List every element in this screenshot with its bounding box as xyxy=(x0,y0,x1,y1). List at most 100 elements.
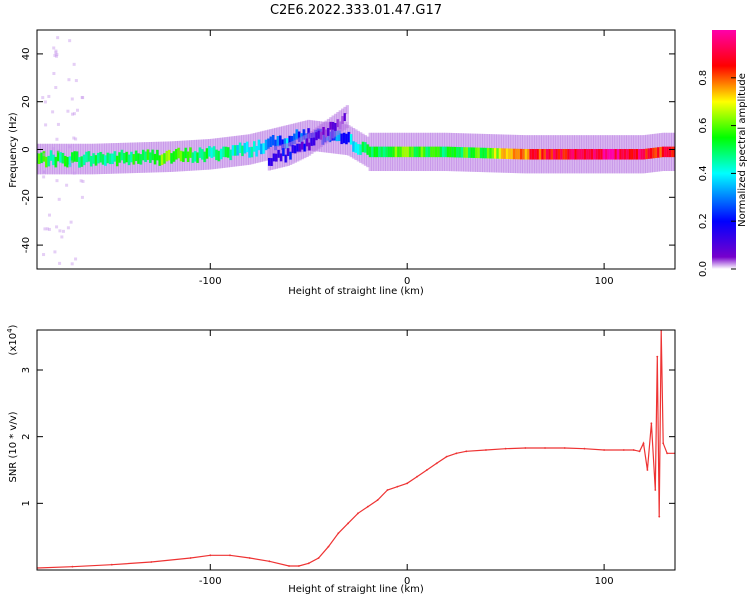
spectrogram-branch-core xyxy=(289,151,293,160)
snr-point xyxy=(307,562,310,565)
spectrogram-noise xyxy=(68,39,72,43)
spectrogram-ridge-core xyxy=(489,147,493,159)
colorbar-bar xyxy=(712,30,736,269)
spectrogram-ridge-core xyxy=(139,154,143,165)
spectrogram-ridge-core xyxy=(593,149,597,160)
spectrogram-noise xyxy=(69,220,73,224)
spectrogram-x-ticks: -100 0 100 xyxy=(199,30,614,287)
spectrogram-ridge-core xyxy=(668,146,672,158)
spectrogram-ridge-core xyxy=(380,146,384,158)
spectrogram-ridge-core xyxy=(210,147,214,159)
spectrogram-noise xyxy=(60,235,64,239)
snr-y-tick-label: 3 xyxy=(21,367,32,373)
spectrogram-noise xyxy=(74,257,78,261)
snr-x-tick-label: -100 xyxy=(199,576,222,587)
spectrogram-ridge-core xyxy=(241,145,244,157)
spectrogram-ridge-core xyxy=(106,152,110,164)
colorbar-label: Normalized spectral amplitude xyxy=(737,73,748,227)
spectrogram-ridge-core xyxy=(222,146,226,158)
spectrogram-ridge-core xyxy=(404,146,408,158)
snr-point xyxy=(622,449,625,451)
spectrogram-ridge-core xyxy=(73,151,77,162)
spectrogram-branch-core xyxy=(284,154,288,163)
spectrogram-branch-core xyxy=(296,143,300,152)
spectrogram-ridge-core xyxy=(390,146,393,158)
spectrogram-branch-core xyxy=(322,126,326,135)
spectrogram-ridge-core xyxy=(413,146,417,158)
spectrogram-noise xyxy=(54,86,58,90)
spectrogram-ridge-core xyxy=(553,149,556,160)
spectrogram-ridge-core xyxy=(186,151,190,163)
spectrogram-ridge-core xyxy=(657,147,660,158)
snr-y-tick-label: 2 xyxy=(21,433,32,439)
spectrogram-noise xyxy=(80,195,84,199)
spectrogram-ridge-core xyxy=(205,148,209,159)
spectrogram-ridge-core xyxy=(673,146,675,158)
spectrogram-ridge-core xyxy=(345,133,348,145)
spectrogram-ridge-core xyxy=(479,147,483,159)
snr-point xyxy=(638,450,641,453)
spectrogram-noise xyxy=(70,262,74,266)
spectrogram-ridge-core xyxy=(586,149,589,160)
snr-series-line xyxy=(37,330,675,569)
spectrogram-noise xyxy=(57,149,61,153)
spectrogram-ridge-core xyxy=(184,147,188,159)
snr-frame xyxy=(36,329,676,571)
spectrogram-ridge-core xyxy=(42,151,46,162)
spectrogram-ridge-core xyxy=(262,143,266,154)
spectrogram-noise xyxy=(61,229,65,233)
spectrogram-ridge-core xyxy=(92,153,96,164)
spectrogram-ridge-core xyxy=(248,147,252,158)
spectrogram-noise xyxy=(42,153,46,157)
spectrogram-ridge-core xyxy=(37,153,39,164)
spectrogram-ridge-core xyxy=(527,149,530,160)
spectrogram-ridge-core xyxy=(340,133,344,145)
snr-point xyxy=(396,485,399,488)
spectrogram-ridge-core xyxy=(645,148,649,160)
spectrogram-ridge-core xyxy=(231,145,235,156)
snr-point xyxy=(288,565,290,567)
spectrogram-ridge-core xyxy=(531,149,535,160)
spectrogram-noise xyxy=(80,95,84,99)
spectrogram-noise xyxy=(72,112,76,116)
spectrogram-ridge-core xyxy=(94,155,98,166)
spectrogram-noise xyxy=(56,36,60,40)
spectrogram-ridge-core xyxy=(158,155,162,166)
spectrogram-ridge-core xyxy=(640,149,644,160)
spectrogram-y-tick-label: 40 xyxy=(21,48,32,61)
spectrogram-ridge-core xyxy=(616,149,620,160)
spectrogram-ridge-core xyxy=(494,148,497,159)
spectrogram-ridge-core xyxy=(392,146,396,158)
spectrogram-ridge-core xyxy=(151,149,155,161)
spectrogram-ridge-core xyxy=(212,146,216,157)
spectrogram-ridge-core xyxy=(597,149,601,160)
spectrogram-ridge-core xyxy=(671,146,675,158)
spectrogram-ridge-core xyxy=(477,147,481,159)
spectrogram-ridge-core xyxy=(451,146,455,158)
spectrogram-ridge-core xyxy=(234,145,237,156)
snr-y-scale-exponent: 4 xyxy=(6,328,14,333)
spectrogram-noise xyxy=(43,227,47,231)
spectrogram-ridge-core xyxy=(229,149,233,161)
spectrogram-noise xyxy=(72,136,76,140)
spectrogram-ridge-core xyxy=(295,129,299,140)
spectrogram-ridge-core xyxy=(550,149,554,160)
spectrogram-ridge-core xyxy=(243,142,247,154)
snr-point xyxy=(445,455,448,458)
snr-point xyxy=(71,565,74,568)
spectrogram-ridge-core xyxy=(635,149,639,160)
snr-y-scale-prefix: (x10 xyxy=(8,333,19,356)
snr-point xyxy=(327,545,330,548)
spectrogram-ridge-core xyxy=(89,155,93,167)
spectrogram-ridge-core xyxy=(278,135,282,147)
spectrogram-y-label: Frequency (Hz) xyxy=(8,112,19,188)
spectrogram-ridge-core xyxy=(538,149,542,160)
spectrogram-ridge-core xyxy=(160,154,164,165)
spectrogram-noise xyxy=(44,123,48,127)
spectrogram-ridge-core xyxy=(250,146,254,158)
spectrogram-ridge-core xyxy=(217,150,221,162)
spectrogram-ridge-core xyxy=(80,156,84,167)
spectrogram-ridge-core xyxy=(498,148,502,159)
spectrogram-ridge-core xyxy=(468,147,471,158)
spectrogram-ridge-core xyxy=(666,146,670,158)
